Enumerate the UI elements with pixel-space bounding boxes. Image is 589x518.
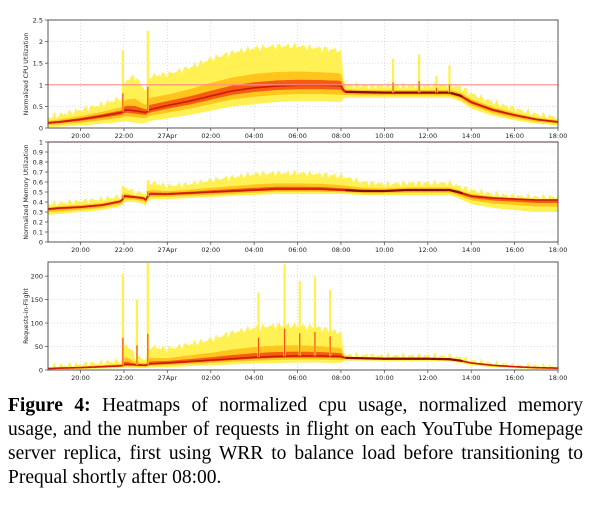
y-tick-label: 1 bbox=[39, 81, 43, 89]
x-tick-label: 10:00 bbox=[375, 374, 394, 382]
y-tick-label: 150 bbox=[31, 296, 43, 304]
y-tick-label: 100 bbox=[31, 320, 43, 328]
chart-panel-1: 0 0.5 1 1.5 2 2.5 20:00 22:00 27Apr 02:00 04:00 06:… bbox=[23, 17, 567, 141]
y-tick-label: 0 bbox=[39, 239, 43, 247]
x-tick-label: 02:00 bbox=[201, 374, 220, 382]
x-tick-label: 16:00 bbox=[505, 374, 524, 382]
chart-panel-3: 0 50 100 150 200 20:00 22:00 27Apr 02:00 04:00 06:… bbox=[23, 261, 568, 382]
x-tick-label: 22:00 bbox=[115, 374, 134, 382]
y-tick-label: 2.5 bbox=[33, 17, 43, 25]
x-tick-label: 04:00 bbox=[245, 132, 264, 140]
x-tick-label: 08:00 bbox=[332, 374, 351, 382]
y-tick-label: 0.5 bbox=[33, 103, 43, 111]
x-tick-label: 18:00 bbox=[549, 374, 568, 382]
plot-frame-top bbox=[47, 19, 559, 129]
y-tick-label: 0.6 bbox=[33, 179, 43, 187]
y-tick-label: 0 bbox=[39, 367, 43, 375]
y-tick-label: 50 bbox=[35, 343, 43, 351]
x-tick-label: 16:00 bbox=[505, 132, 524, 140]
x-tick-label: 08:00 bbox=[332, 246, 351, 254]
x-tick-label: 06:00 bbox=[288, 246, 307, 254]
density-band-outer bbox=[48, 169, 558, 215]
x-tick-label: 14:00 bbox=[462, 246, 481, 254]
y-tick-label: 0.1 bbox=[33, 229, 43, 237]
x-tick-label: 27Apr bbox=[158, 374, 178, 382]
x-tick-label: 18:00 bbox=[549, 132, 568, 140]
median-line bbox=[47, 355, 559, 370]
x-tick-label: 14:00 bbox=[462, 132, 481, 140]
y-tick-label: 0.8 bbox=[33, 159, 43, 167]
y-tick-label: 1 bbox=[39, 139, 43, 147]
x-tick-label: 04:00 bbox=[245, 246, 264, 254]
plot-frame-top bbox=[47, 261, 559, 371]
chart-panel-2: 0 0.1 0.2 0.3 0.4 0.5 0.6 0.7 0.8 0.9 1 20:00 22:00 2… bbox=[23, 139, 567, 255]
caption-text: Heatmaps of normalized cpu usage, normal… bbox=[8, 395, 583, 488]
figure-caption: Figure 4: Heatmaps of normalized cpu usa… bbox=[8, 394, 583, 490]
x-tick-label: 14:00 bbox=[462, 374, 481, 382]
x-tick-label: 20:00 bbox=[71, 132, 90, 140]
x-tick-label: 20:00 bbox=[71, 246, 90, 254]
y-tick-label: 0.2 bbox=[33, 219, 43, 227]
y-tick-label: 0.5 bbox=[33, 189, 43, 197]
x-tick-label: 10:00 bbox=[375, 132, 394, 140]
x-tick-label: 06:00 bbox=[288, 374, 307, 382]
x-tick-label: 08:00 bbox=[332, 132, 351, 140]
x-tick-label: 20:00 bbox=[71, 374, 90, 382]
x-tick-label: 27Apr bbox=[158, 246, 178, 254]
x-tick-label: 06:00 bbox=[288, 132, 307, 140]
median-line-prequal bbox=[345, 356, 463, 363]
y-tick-label: 2 bbox=[39, 38, 43, 46]
heatmap-figure: 0 0.5 1 1.5 2 2.5 20:00 22:00 27Apr 02:00 04:00 06:… bbox=[23, 17, 568, 383]
x-tick-label: 10:00 bbox=[375, 246, 394, 254]
y-axis-label: Requests-in-Flight bbox=[23, 288, 30, 344]
x-tick-label: 22:00 bbox=[115, 246, 134, 254]
density-band-inner bbox=[48, 186, 558, 211]
x-tick-label: 02:00 bbox=[201, 246, 220, 254]
y-tick-label: 200 bbox=[31, 273, 43, 281]
x-tick-label: 27Apr bbox=[158, 132, 178, 140]
median-line bbox=[47, 188, 558, 210]
y-tick-label: 0 bbox=[39, 125, 43, 133]
x-tick-label: 12:00 bbox=[418, 374, 437, 382]
median-line-prequal bbox=[345, 90, 463, 98]
y-tick-label: 0.9 bbox=[33, 149, 43, 157]
y-tick-label: 1.5 bbox=[33, 60, 43, 68]
y-tick-label: 0.7 bbox=[33, 169, 43, 177]
x-tick-label: 18:00 bbox=[549, 246, 568, 254]
y-tick-label: 0.4 bbox=[33, 199, 43, 207]
density-band-inner bbox=[48, 79, 558, 124]
x-tick-label: 22:00 bbox=[115, 132, 134, 140]
x-tick-label: 02:00 bbox=[201, 132, 220, 140]
y-axis-label: Normalized Memory Utilization bbox=[23, 144, 30, 239]
caption-label: Figure 4: bbox=[8, 395, 91, 416]
x-tick-label: 12:00 bbox=[418, 132, 437, 140]
x-tick-label: 12:00 bbox=[418, 246, 437, 254]
x-tick-label: 16:00 bbox=[505, 246, 524, 254]
x-tick-label: 04:00 bbox=[245, 374, 264, 382]
median-line-prequal bbox=[345, 188, 463, 195]
y-axis-label: Normalized CPU Utilization bbox=[23, 33, 30, 116]
y-tick-label: 0.3 bbox=[33, 209, 43, 217]
